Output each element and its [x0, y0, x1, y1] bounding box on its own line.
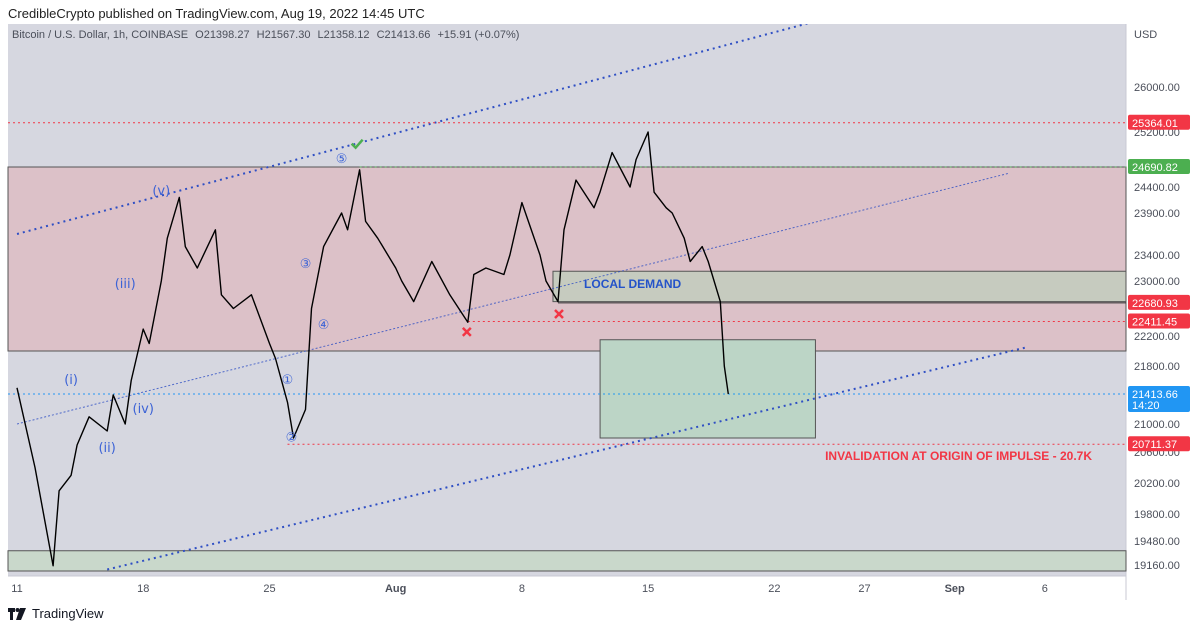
wave-label: (v): [152, 184, 170, 199]
time-tick-label: 25: [263, 583, 275, 595]
price-tick-label: 25200.00: [1134, 127, 1180, 139]
wave-label: ②: [286, 431, 298, 446]
price-label-time: 14:20: [1132, 400, 1160, 412]
price-label-box: [1128, 294, 1190, 310]
tradingview-logo-icon: [8, 607, 26, 620]
price-tick-label: 26000.00: [1134, 82, 1180, 94]
price-tick-label: 21800.00: [1134, 361, 1180, 373]
symbol-info: Bitcoin / U.S. Dollar, 1h, COINBASE O213…: [12, 29, 523, 41]
ohlc-low: L21358.12: [317, 29, 370, 41]
local-demand-zone: [552, 270, 1127, 303]
price-label-text: 20711.37: [1132, 439, 1177, 451]
price-tick-label: 19160.00: [1134, 560, 1180, 572]
wave-label: (ii): [98, 441, 115, 456]
price-label-text: 25364.01: [1132, 118, 1178, 130]
time-tick-label: 15: [642, 583, 654, 595]
tradingview-branding[interactable]: TradingView: [8, 606, 104, 621]
checkmark-marker: [350, 138, 364, 150]
price-label-text: 22411.45: [1132, 316, 1177, 328]
target-box: [599, 339, 816, 439]
price-label-text: 21413.66: [1132, 389, 1178, 401]
price-label-box: [1128, 436, 1190, 452]
lower-channel-line: [106, 346, 1028, 571]
time-tick-label: 27: [858, 583, 870, 595]
supply-zone: [7, 166, 1127, 352]
wave-label: ⑤: [336, 152, 348, 167]
price-label-box: [1128, 313, 1190, 329]
brand-label: TradingView: [32, 606, 104, 621]
publish-info: CredibleCrypto published on TradingView.…: [8, 6, 425, 21]
price-label-text: 24690.82: [1132, 162, 1178, 174]
mid-channel-line: [16, 172, 1009, 425]
time-tick-label: 8: [519, 583, 525, 595]
local-demand-label: LOCAL DEMAND: [584, 277, 681, 291]
time-tick-label: Sep: [945, 583, 965, 595]
upper-channel-line: [16, 24, 810, 235]
wave-label: ③: [300, 257, 312, 272]
ohlc-open: O21398.27: [195, 29, 250, 41]
time-tick-label: 11: [11, 583, 22, 595]
wave-label: (i): [64, 373, 78, 388]
price-tick-label: 24400.00: [1134, 182, 1180, 194]
price-label-box: [1128, 159, 1190, 175]
bottom-zone: [7, 550, 1127, 572]
price-tick-label: 19800.00: [1134, 509, 1180, 521]
price-label-box: [1128, 114, 1190, 130]
ohlc-change: +15.91 (+0.07%): [437, 29, 520, 41]
price-tick-label: 23900.00: [1134, 208, 1180, 220]
axis-currency: USD: [1134, 29, 1157, 41]
time-tick-label: Aug: [385, 583, 406, 595]
wave-label: (iv): [133, 402, 154, 417]
wave-label: ④: [318, 318, 330, 333]
symbol-name: Bitcoin / U.S. Dollar, 1h, COINBASE: [12, 29, 189, 41]
time-tick-label: 18: [137, 583, 149, 595]
chart-area[interactable]: (i) (ii) (iii) (iv) (v) ① ② ③ ④ ⑤ USD 26000.00 2520…: [0, 24, 1200, 600]
ohlc-close: C21413.66: [376, 29, 431, 41]
price-label-box: [1128, 386, 1190, 413]
price-line: [16, 131, 729, 567]
price-tick-label: 21000.00: [1134, 419, 1180, 431]
wave-label: ①: [282, 373, 294, 388]
time-tick-label: 22: [768, 583, 780, 595]
price-tick-label: 22200.00: [1134, 331, 1180, 343]
ohlc-high: H21567.30: [256, 29, 311, 41]
price-tick-label: 23400.00: [1134, 250, 1180, 262]
invalidation-cross-marker: [461, 326, 472, 337]
invalidation-label: INVALIDATION AT ORIGIN OF IMPULSE - 20.7…: [825, 449, 1092, 463]
time-tick-label: 6: [1042, 583, 1048, 595]
invalidation-cross-marker: [554, 309, 564, 319]
price-tick-label: 20200.00: [1134, 478, 1180, 490]
wave-label: (iii): [115, 277, 136, 292]
price-tick-label: 19480.00: [1134, 536, 1180, 548]
price-label-text: 22680.93: [1132, 298, 1178, 310]
price-tick-label: 23000.00: [1134, 276, 1180, 288]
